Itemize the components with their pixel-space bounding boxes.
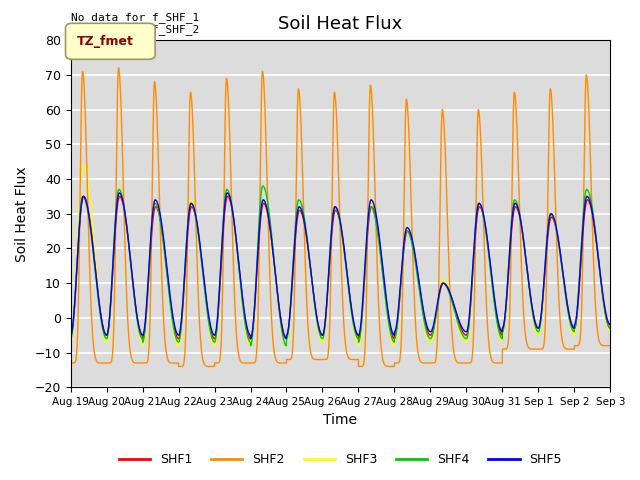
Y-axis label: Soil Heat Flux: Soil Heat Flux <box>15 166 29 262</box>
SHF2 <box>164 356 172 362</box>
SHF1 <box>80 193 88 199</box>
Title: Soil Heat Flux: Soil Heat Flux <box>278 15 403 33</box>
SHF2 <box>175 364 182 370</box>
SHF5 <box>67 332 74 338</box>
SHF4 <box>321 328 328 334</box>
SHF1 <box>67 332 74 338</box>
SHF5 <box>492 307 500 312</box>
SHF5 <box>247 336 255 342</box>
Text: No data for f_SHF_1: No data for f_SHF_1 <box>70 12 199 23</box>
SHF5 <box>607 322 614 328</box>
SHF3 <box>607 329 614 335</box>
Line: SHF5: SHF5 <box>70 193 611 339</box>
SHF4 <box>607 325 614 331</box>
Line: SHF3: SHF3 <box>70 165 611 346</box>
SHF1 <box>606 325 614 331</box>
SHF3 <box>461 339 469 345</box>
SHF3 <box>67 339 74 345</box>
SHF3 <box>492 315 500 321</box>
SHF5 <box>321 325 328 331</box>
SHF1 <box>607 325 614 331</box>
SHF1 <box>139 336 147 342</box>
Text: TZ_fmet: TZ_fmet <box>77 35 134 48</box>
SHF3 <box>606 329 614 335</box>
Text: No data for f_SHF_2: No data for f_SHF_2 <box>70 24 199 35</box>
SHF4 <box>67 336 74 342</box>
SHF2 <box>606 343 614 348</box>
SHF3 <box>79 162 87 168</box>
SHF5 <box>606 322 614 327</box>
SHF2 <box>321 357 328 362</box>
Line: SHF2: SHF2 <box>70 68 611 367</box>
SHF5 <box>432 312 440 317</box>
SHF2 <box>432 358 440 363</box>
SHF2 <box>115 65 122 71</box>
SHF4 <box>432 315 440 321</box>
X-axis label: Time: Time <box>323 413 358 427</box>
SHF5 <box>115 190 123 196</box>
SHF3 <box>432 317 440 323</box>
SHF3 <box>164 281 172 287</box>
SHF4 <box>492 313 500 319</box>
SHF1 <box>321 326 328 332</box>
SHF5 <box>164 272 172 278</box>
SHF1 <box>492 310 500 315</box>
SHF5 <box>461 329 469 335</box>
SHF4 <box>247 343 255 348</box>
SHF3 <box>139 343 147 348</box>
SHF4 <box>259 183 267 189</box>
Line: SHF4: SHF4 <box>70 186 611 346</box>
SHF2 <box>492 360 500 366</box>
SHF1 <box>461 332 469 338</box>
SHF2 <box>67 360 74 366</box>
SHF4 <box>606 325 614 331</box>
SHF4 <box>164 278 172 284</box>
SHF2 <box>607 343 614 348</box>
SHF1 <box>432 315 440 321</box>
SHF2 <box>461 360 469 366</box>
Legend: SHF1, SHF2, SHF3, SHF4, SHF5: SHF1, SHF2, SHF3, SHF4, SHF5 <box>114 448 567 471</box>
SHF3 <box>321 332 328 338</box>
SHF4 <box>461 336 469 341</box>
Line: SHF1: SHF1 <box>70 196 611 339</box>
SHF1 <box>164 277 172 283</box>
